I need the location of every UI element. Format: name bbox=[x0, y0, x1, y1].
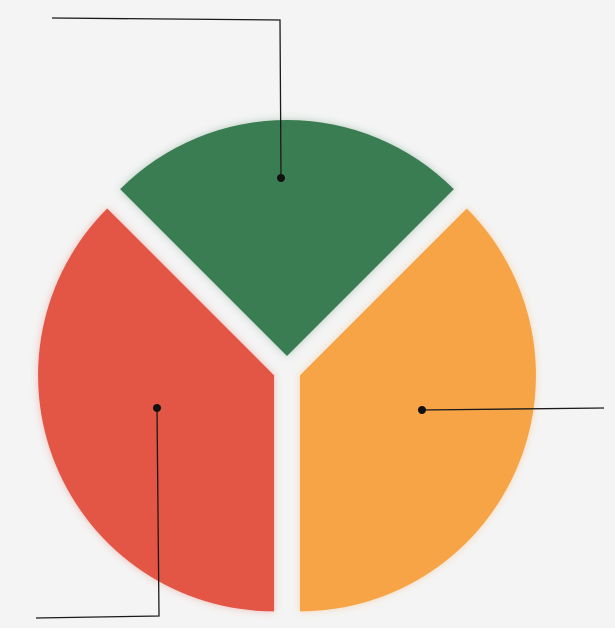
leader-dot-red bbox=[153, 404, 161, 412]
pie-slice-orange bbox=[299, 208, 536, 612]
leader-line-red bbox=[35, 407, 160, 619]
leader-lines bbox=[35, 17, 605, 619]
pie-slice-green bbox=[120, 120, 454, 356]
leader-line-orange bbox=[421, 407, 605, 411]
pie-slices bbox=[38, 120, 536, 612]
leader-dot-green bbox=[277, 174, 285, 182]
leader-line-green bbox=[51, 17, 282, 179]
leader-dot-orange bbox=[418, 406, 426, 414]
